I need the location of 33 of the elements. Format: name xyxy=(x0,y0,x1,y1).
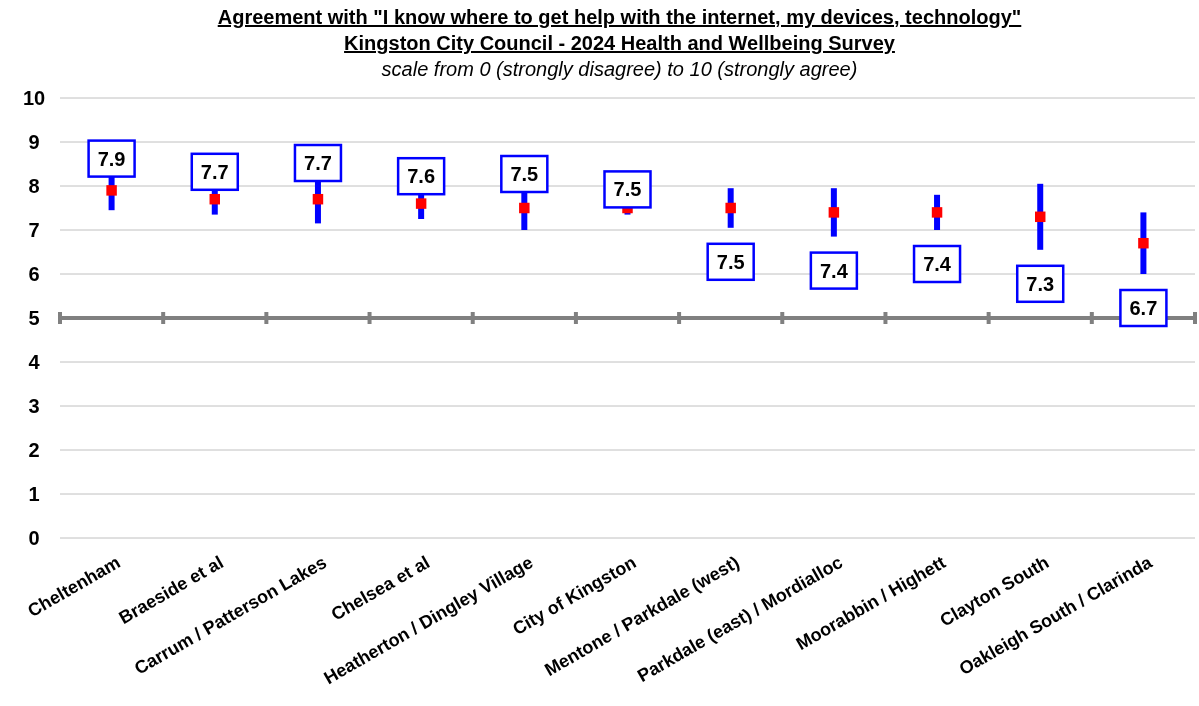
y-tick-label: 5 xyxy=(28,307,40,329)
y-tick-label: 3 xyxy=(28,395,40,417)
y-tick-label: 10 xyxy=(22,87,46,109)
point xyxy=(519,202,530,214)
point xyxy=(312,193,324,205)
data-label: 7.9 xyxy=(97,147,126,170)
point xyxy=(209,193,221,205)
point xyxy=(725,202,736,214)
point xyxy=(931,207,943,218)
data-label: 7.7 xyxy=(200,160,229,183)
data-label: 7.5 xyxy=(510,163,539,185)
data-label: 7.3 xyxy=(1026,272,1055,295)
y-tick-label: 7 xyxy=(28,219,40,241)
data-label: 7.4 xyxy=(923,253,952,275)
y-tick-label: 9 xyxy=(28,131,40,153)
point xyxy=(828,207,840,218)
data-label: 7.7 xyxy=(304,152,332,174)
y-tick-label: 6 xyxy=(28,263,40,285)
y-tick-label: 8 xyxy=(28,175,40,197)
y-tick-label: 0 xyxy=(28,527,40,549)
data-label: 7.6 xyxy=(407,165,436,188)
y-tick-label: 4 xyxy=(28,351,41,373)
data-label: 7.5 xyxy=(613,178,642,201)
data-label: 7.5 xyxy=(716,250,745,273)
point xyxy=(1034,211,1046,223)
point xyxy=(106,185,117,196)
y-tick-label: 2 xyxy=(28,439,40,461)
point xyxy=(415,198,427,209)
data-label: 7.4 xyxy=(819,259,849,282)
y-tick-label: 1 xyxy=(28,483,40,505)
point xyxy=(1138,237,1149,249)
data-label: 6.7 xyxy=(1129,297,1158,319)
chart-subtitle: scale from 0 (strongly disagree) to 10 (strongly agree) xyxy=(381,58,858,80)
